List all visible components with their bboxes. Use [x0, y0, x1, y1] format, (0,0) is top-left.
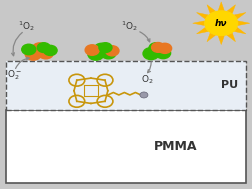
Circle shape: [149, 43, 163, 53]
Polygon shape: [207, 5, 215, 13]
Circle shape: [105, 46, 119, 56]
Circle shape: [155, 47, 171, 59]
FancyArrowPatch shape: [16, 57, 29, 68]
Bar: [6, 109, 246, 183]
Text: O$_2$: O$_2$: [141, 73, 154, 86]
Circle shape: [158, 43, 172, 53]
Circle shape: [37, 43, 50, 53]
Polygon shape: [207, 33, 215, 42]
Polygon shape: [193, 21, 204, 26]
Circle shape: [99, 43, 112, 53]
Polygon shape: [218, 2, 224, 11]
Polygon shape: [238, 21, 250, 26]
Circle shape: [25, 48, 41, 60]
Text: $^1$O$_2$: $^1$O$_2$: [18, 19, 35, 33]
Circle shape: [44, 45, 57, 56]
Circle shape: [94, 43, 108, 54]
Text: hν: hν: [215, 19, 228, 28]
Circle shape: [38, 48, 53, 59]
Text: $^1$O$_2$: $^1$O$_2$: [121, 19, 138, 33]
Circle shape: [85, 45, 99, 55]
Circle shape: [143, 48, 159, 60]
Text: PMMA: PMMA: [154, 140, 198, 153]
Polygon shape: [197, 12, 208, 19]
Circle shape: [88, 48, 104, 60]
Circle shape: [33, 43, 47, 53]
Circle shape: [205, 11, 238, 35]
Text: O$_2^-$: O$_2^-$: [7, 69, 22, 82]
Polygon shape: [234, 28, 246, 34]
Polygon shape: [218, 36, 224, 45]
FancyArrowPatch shape: [148, 62, 151, 73]
Bar: [6, 61, 246, 109]
Text: PU: PU: [222, 80, 239, 90]
Circle shape: [22, 44, 36, 55]
Bar: [6, 61, 246, 109]
Polygon shape: [227, 5, 235, 13]
Circle shape: [151, 43, 165, 52]
Circle shape: [101, 48, 116, 59]
FancyArrowPatch shape: [140, 32, 150, 42]
Circle shape: [140, 92, 148, 98]
FancyArrowPatch shape: [12, 33, 22, 56]
Polygon shape: [234, 12, 246, 19]
Polygon shape: [227, 33, 235, 42]
Polygon shape: [197, 28, 208, 34]
